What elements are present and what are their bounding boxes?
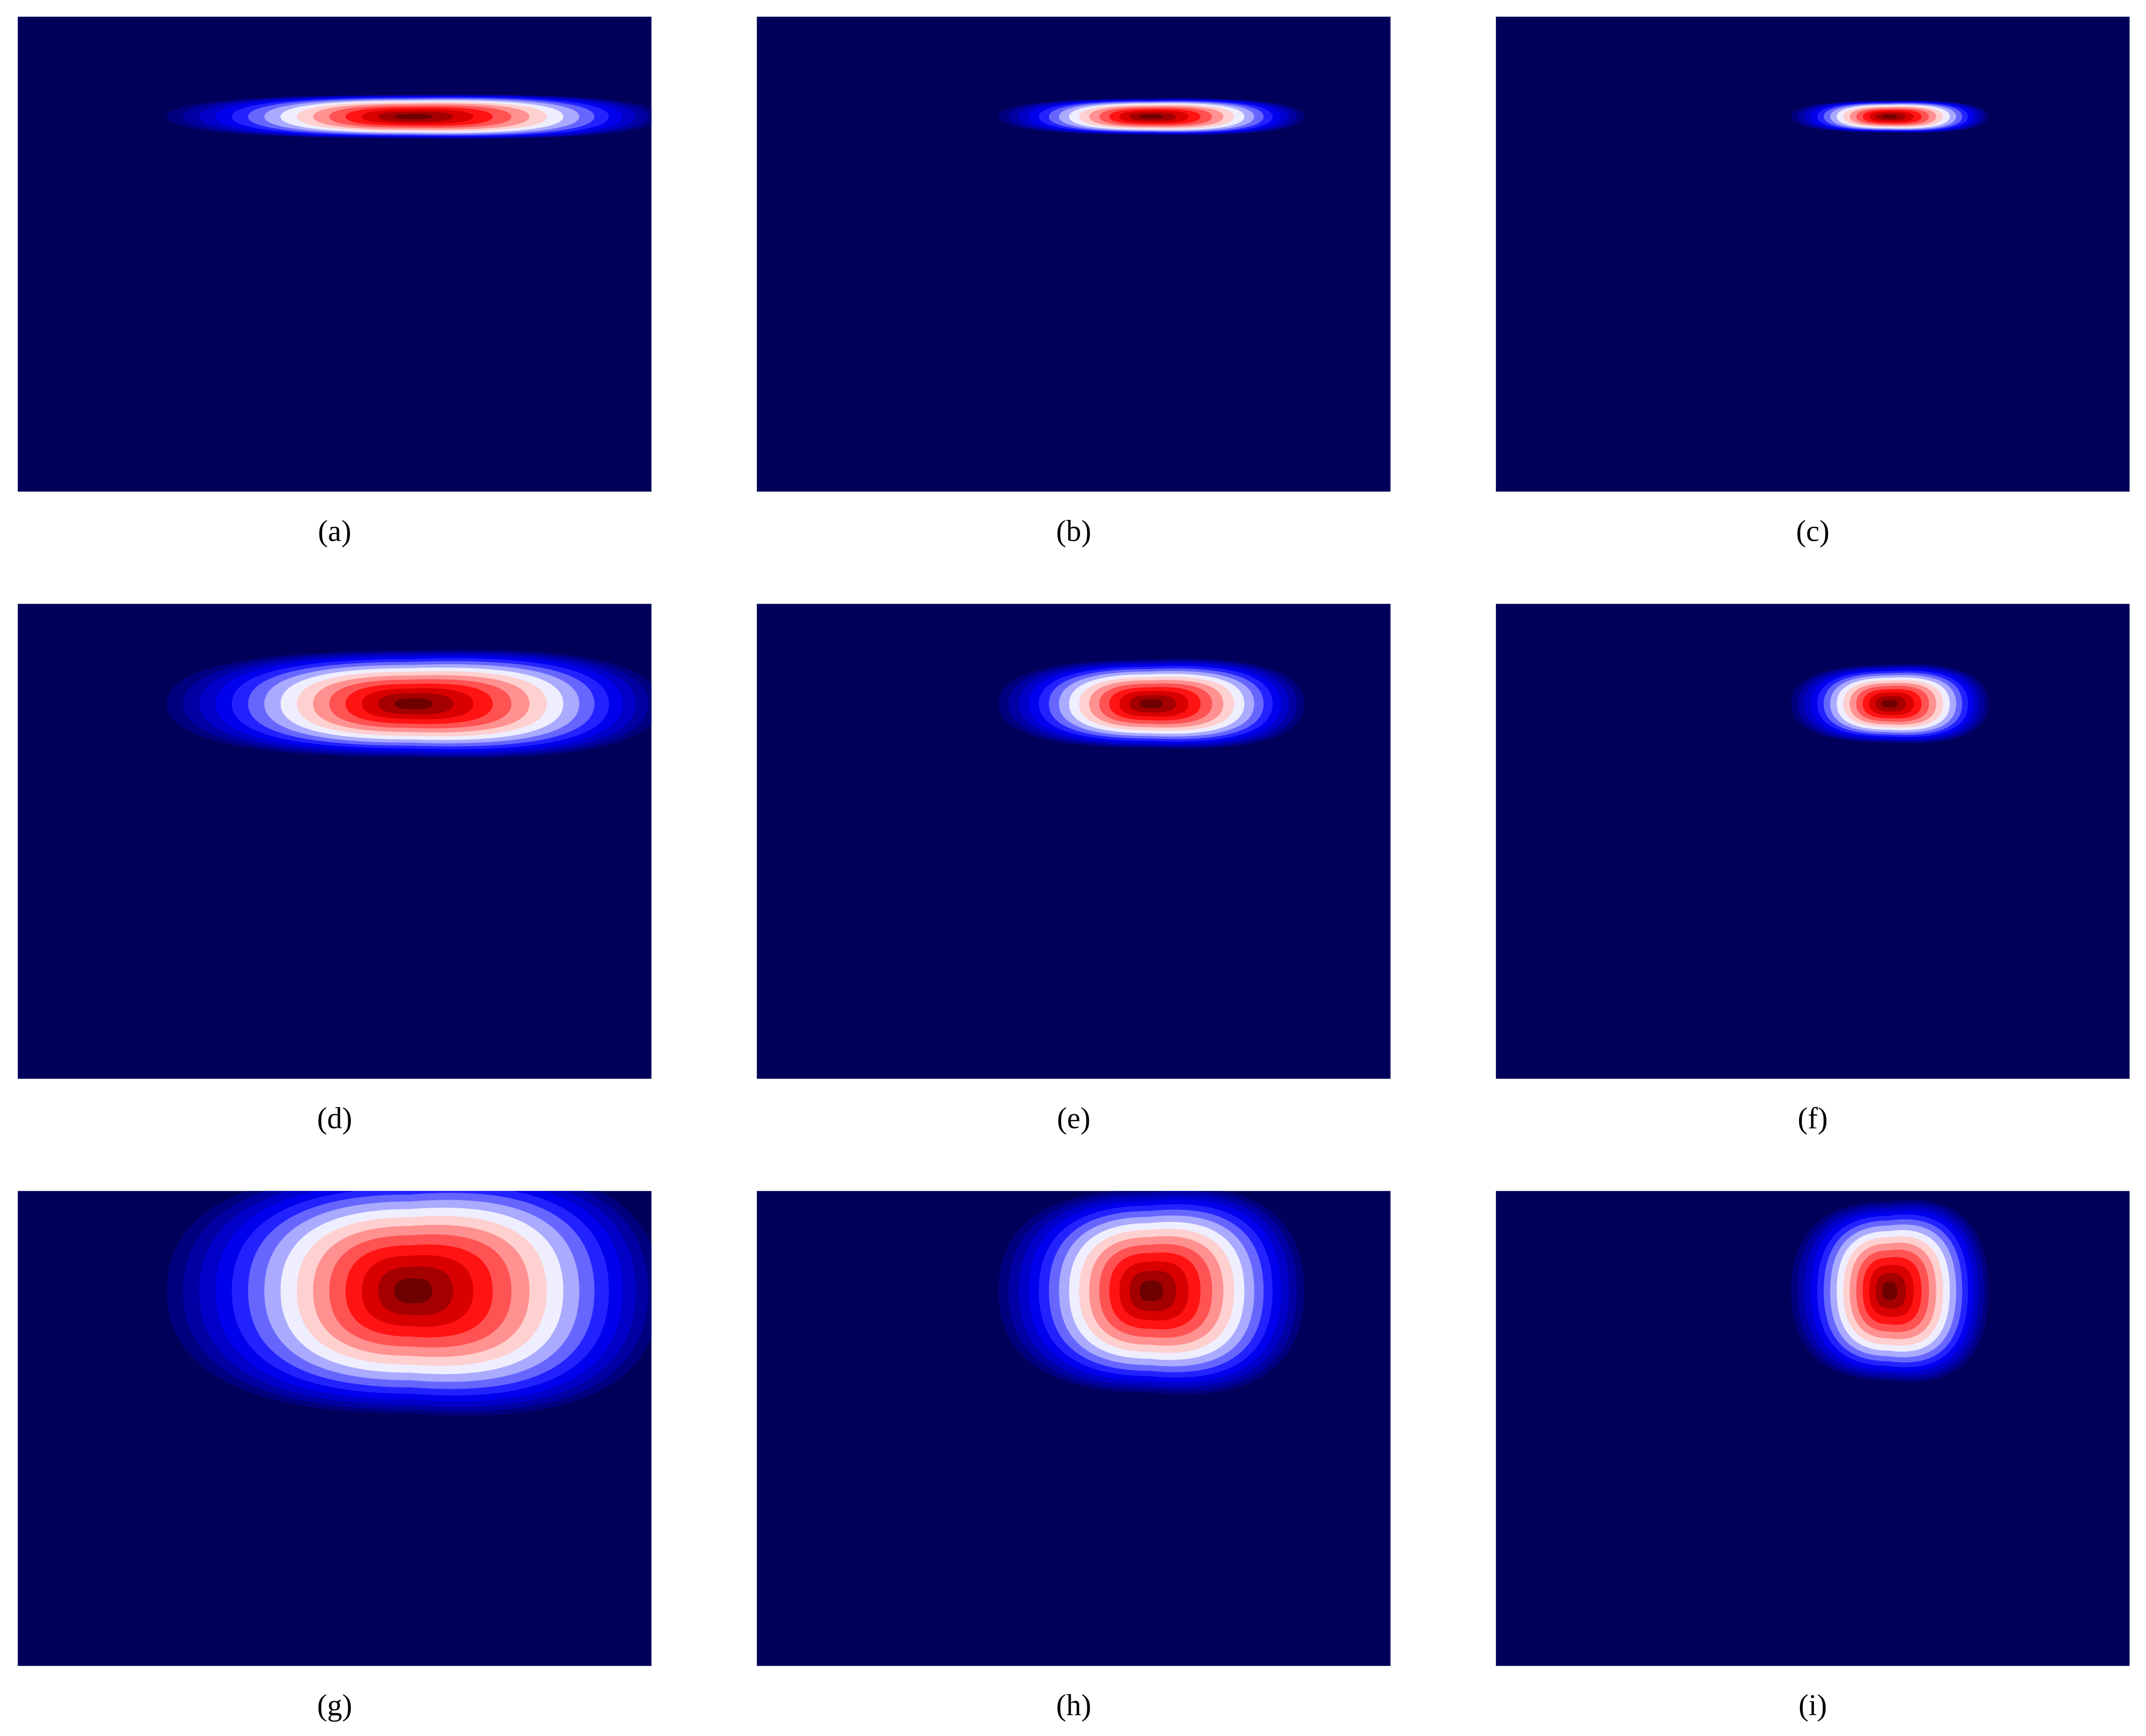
contour-panel: (i) bbox=[1496, 1191, 2130, 1722]
panel-background bbox=[757, 16, 1391, 492]
contour-band bbox=[1882, 700, 1898, 708]
contour-band bbox=[1882, 1281, 1898, 1300]
contours bbox=[1791, 664, 1989, 744]
contours bbox=[167, 1191, 652, 1416]
contour-panel: (f) bbox=[1496, 604, 2130, 1135]
contours bbox=[1791, 100, 1989, 133]
panel-label: (a) bbox=[318, 515, 351, 548]
panel-label: (h) bbox=[1056, 1689, 1092, 1722]
panel-background bbox=[17, 16, 652, 492]
panel-label: (e) bbox=[1057, 1102, 1090, 1135]
panel-label: (i) bbox=[1798, 1689, 1827, 1722]
panel-label: (f) bbox=[1798, 1102, 1828, 1135]
contour-band bbox=[1140, 1280, 1163, 1302]
contour-band bbox=[394, 1278, 432, 1304]
contour-panel: (e) bbox=[757, 604, 1391, 1135]
contour-band bbox=[1140, 114, 1163, 119]
contours bbox=[998, 98, 1304, 135]
contour-panel: (h) bbox=[757, 1191, 1391, 1722]
panel-background bbox=[1496, 16, 2130, 492]
panel-background bbox=[1496, 604, 2130, 1079]
contour-band bbox=[394, 114, 432, 120]
contour-panel: (a) bbox=[17, 16, 652, 548]
contours bbox=[167, 94, 652, 139]
panel-label: (b) bbox=[1056, 515, 1092, 548]
contour-panel: (g) bbox=[17, 1191, 652, 1722]
contours bbox=[998, 1191, 1304, 1394]
contours bbox=[1791, 1200, 1989, 1382]
contour-panel: (c) bbox=[1496, 16, 2130, 548]
contour-panel: (b) bbox=[757, 16, 1391, 548]
contour-band bbox=[1882, 115, 1898, 119]
contour-band bbox=[1140, 699, 1163, 709]
contour-panel: (d) bbox=[17, 604, 652, 1135]
panel-label: (d) bbox=[317, 1102, 352, 1135]
panel-label: (g) bbox=[317, 1689, 352, 1722]
contours bbox=[167, 649, 652, 758]
panel-label: (c) bbox=[1796, 515, 1829, 548]
contour-band bbox=[394, 698, 432, 709]
contours bbox=[998, 658, 1304, 749]
